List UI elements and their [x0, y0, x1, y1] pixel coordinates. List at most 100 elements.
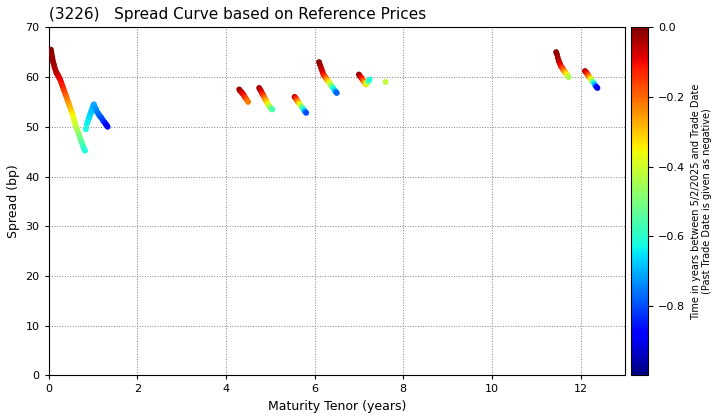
Point: [261, 100, 273, 106]
Point: [322, 78, 333, 84]
Point: [51, 70, 63, 76]
Point: [253, 84, 265, 91]
Point: [358, 78, 369, 84]
Point: [241, 97, 253, 103]
Point: [325, 81, 336, 88]
Point: [239, 94, 251, 100]
Point: [94, 113, 105, 119]
Point: [554, 60, 565, 66]
Point: [590, 84, 602, 90]
Point: [582, 73, 594, 79]
Point: [92, 110, 104, 116]
Point: [78, 143, 89, 150]
Point: [80, 126, 91, 133]
Point: [56, 81, 68, 88]
Point: [50, 69, 62, 76]
Point: [360, 81, 372, 88]
Point: [557, 66, 569, 73]
Point: [58, 86, 70, 93]
Point: [86, 108, 97, 114]
Point: [243, 99, 254, 105]
Point: [97, 118, 109, 124]
Point: [84, 114, 95, 121]
Point: [589, 81, 600, 88]
Point: [320, 74, 331, 80]
Point: [76, 141, 88, 147]
Point: [329, 88, 341, 94]
Point: [265, 105, 276, 111]
Point: [356, 76, 368, 83]
Point: [75, 136, 86, 142]
Point: [585, 75, 596, 81]
Point: [289, 94, 301, 101]
Point: [59, 89, 71, 95]
Point: [48, 59, 59, 66]
Point: [233, 86, 245, 93]
Point: [324, 80, 336, 87]
Point: [60, 94, 72, 100]
Point: [562, 73, 573, 79]
Point: [293, 100, 305, 107]
Point: [258, 94, 270, 101]
Point: [588, 80, 600, 87]
Point: [83, 116, 94, 123]
Point: [289, 94, 300, 100]
Point: [71, 123, 82, 130]
Point: [71, 126, 83, 133]
Point: [580, 69, 592, 76]
Point: [81, 121, 93, 128]
Point: [294, 101, 306, 108]
Point: [86, 108, 97, 115]
Point: [550, 49, 562, 55]
Point: [325, 83, 337, 89]
Point: [316, 66, 328, 73]
Y-axis label: Spread (bp): Spread (bp): [7, 165, 20, 238]
Point: [46, 54, 58, 60]
Point: [361, 80, 373, 87]
Point: [590, 83, 601, 89]
Point: [235, 89, 247, 95]
Point: [579, 68, 590, 74]
Point: [327, 84, 338, 90]
Point: [61, 96, 73, 103]
Point: [53, 73, 64, 79]
Point: [76, 138, 87, 145]
Point: [257, 91, 269, 98]
Point: [586, 78, 598, 84]
Point: [298, 106, 310, 113]
Point: [561, 71, 572, 78]
Point: [315, 64, 327, 71]
Point: [235, 88, 246, 94]
Point: [102, 123, 113, 130]
Point: [292, 97, 303, 104]
Point: [57, 84, 68, 90]
Point: [364, 76, 375, 83]
Point: [317, 69, 328, 76]
Point: [354, 71, 365, 78]
Point: [47, 56, 58, 63]
Point: [60, 91, 71, 98]
Point: [64, 103, 76, 110]
Point: [552, 55, 564, 61]
Point: [328, 86, 340, 93]
Point: [296, 103, 307, 110]
Point: [70, 121, 81, 128]
Point: [320, 75, 332, 81]
Point: [379, 79, 391, 85]
Point: [331, 89, 343, 96]
Point: [255, 88, 266, 94]
Point: [328, 84, 339, 91]
Point: [256, 89, 268, 96]
Point: [585, 76, 597, 83]
Point: [362, 79, 374, 85]
Point: [79, 147, 91, 154]
Point: [88, 102, 99, 109]
Point: [321, 76, 333, 83]
Point: [55, 79, 67, 85]
Point: [359, 80, 371, 87]
Point: [356, 75, 367, 81]
Point: [291, 96, 302, 103]
Point: [67, 111, 78, 118]
Point: [50, 66, 61, 73]
Point: [84, 113, 95, 120]
